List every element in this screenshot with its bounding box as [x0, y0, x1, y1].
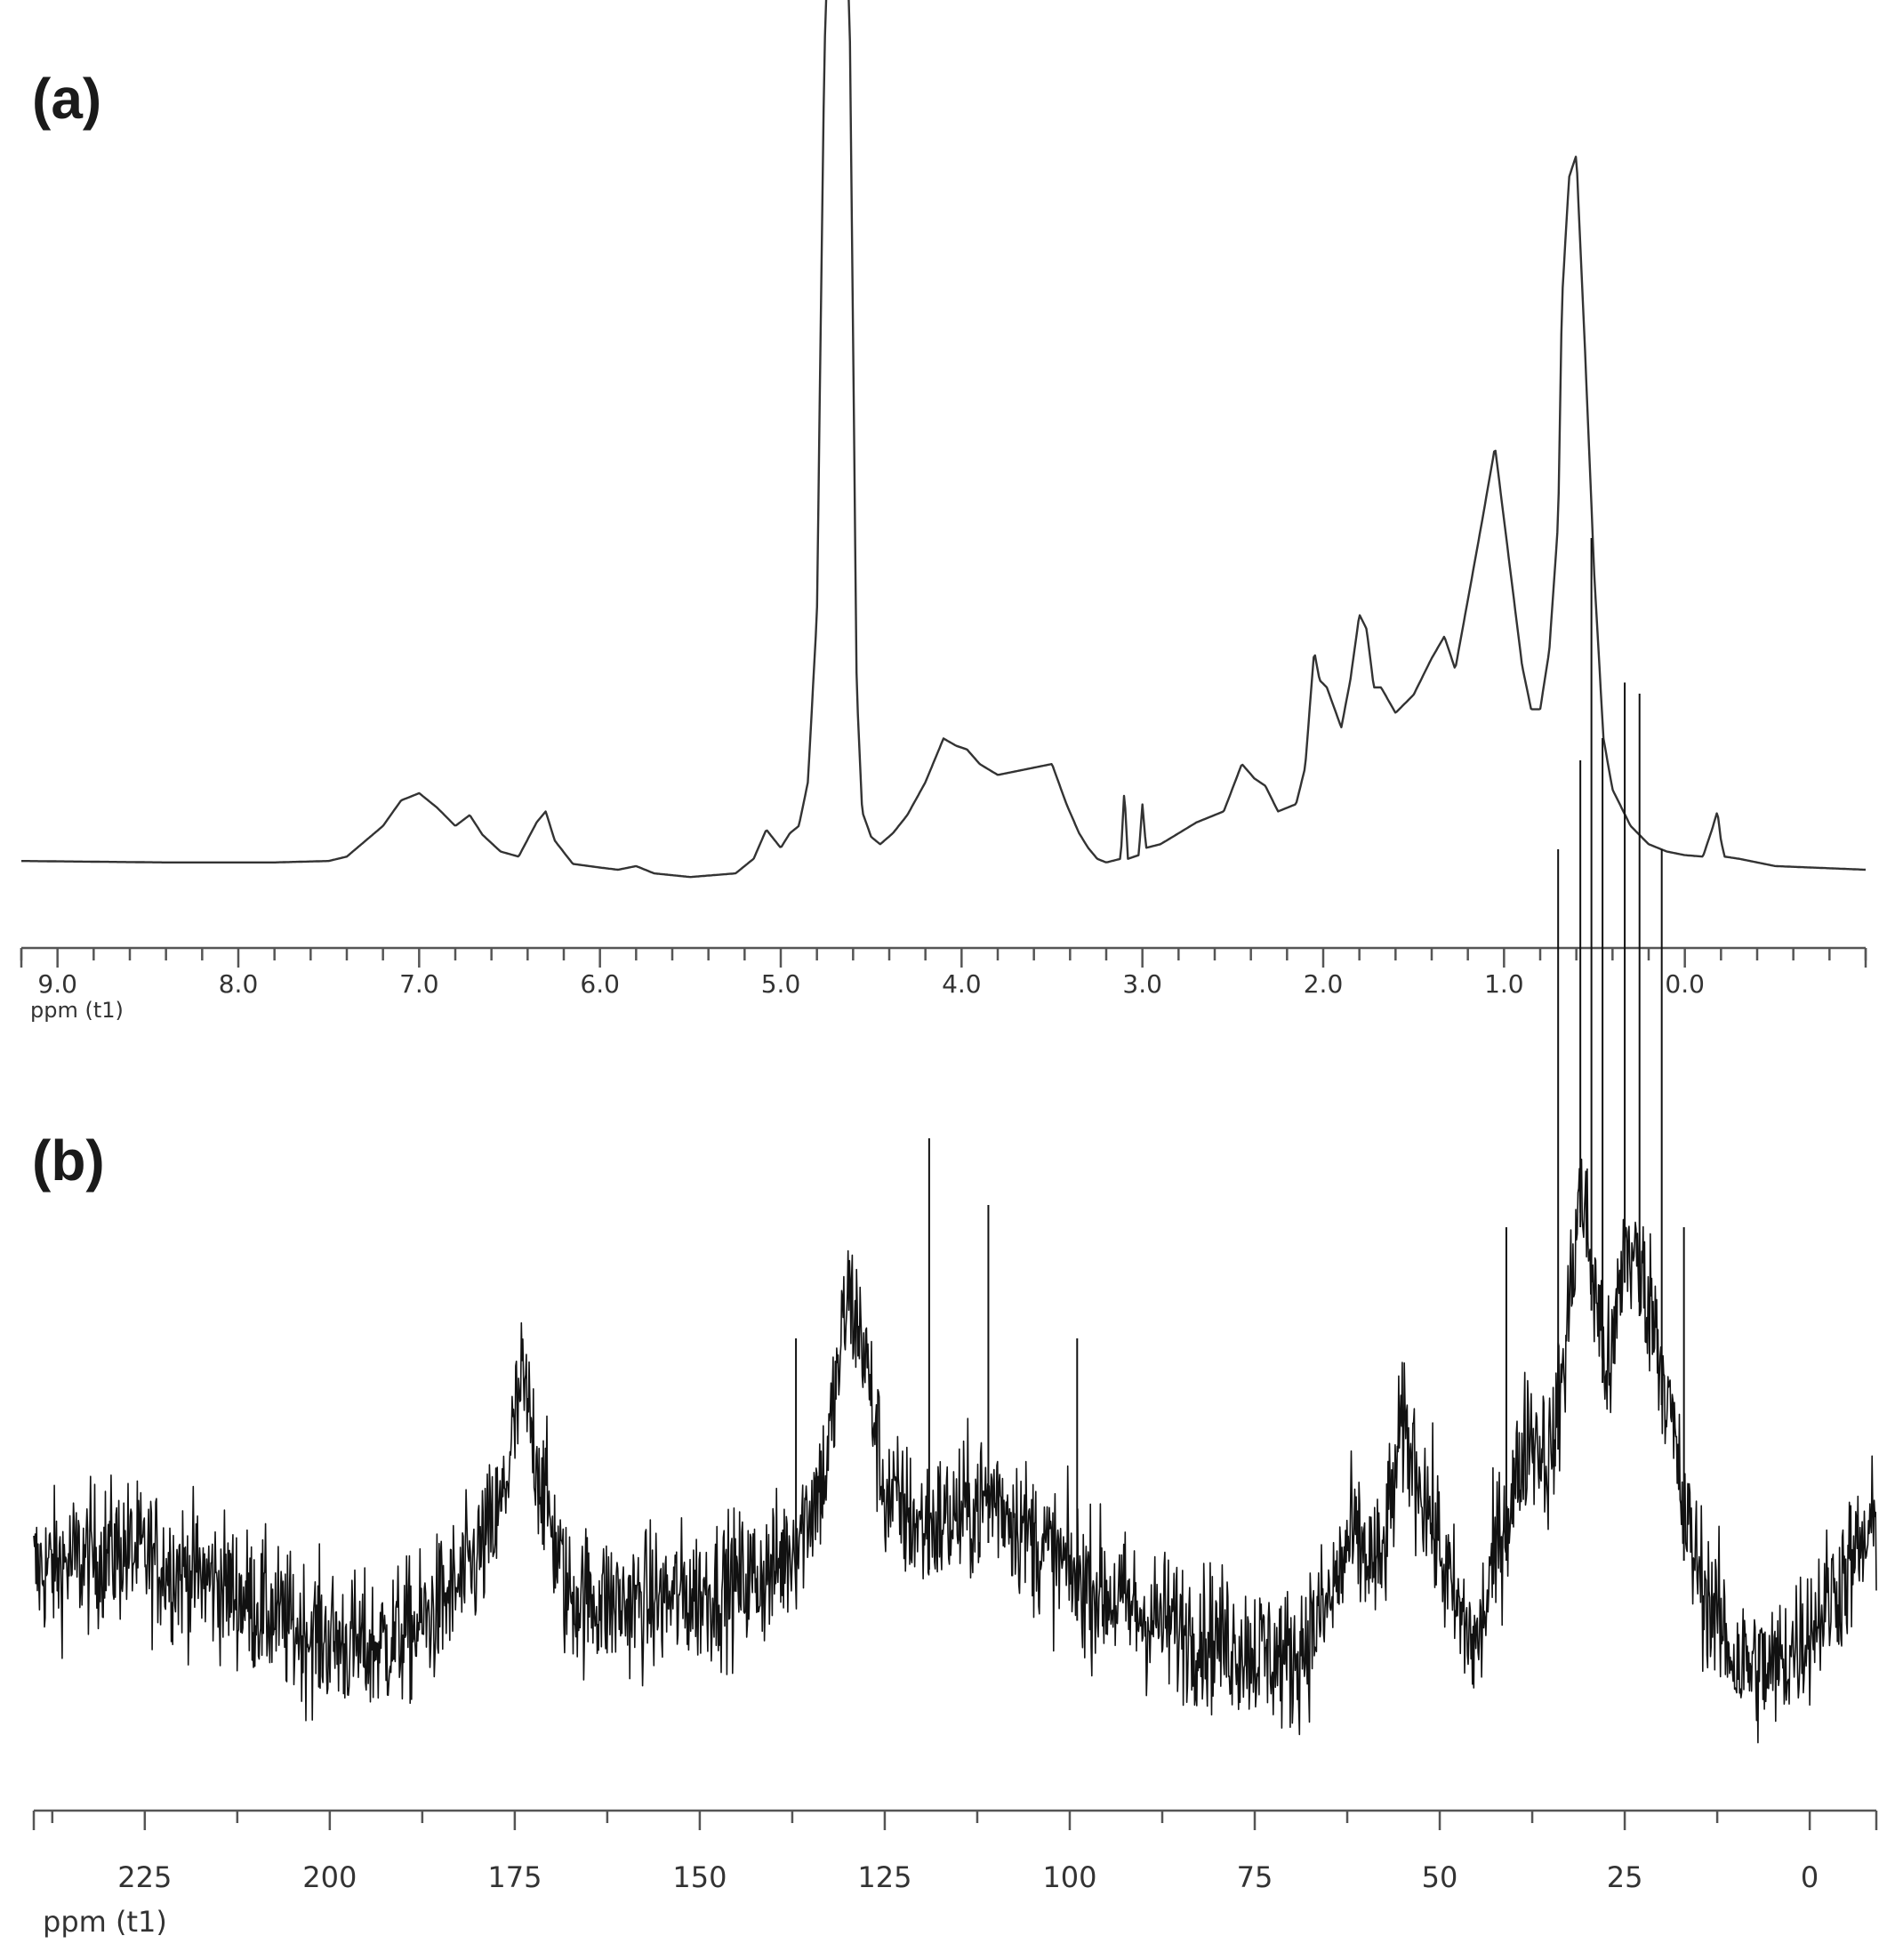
spectrum-a-x-axis: 9.0 8.0 7.0 6.0 5.0 4.0 3.0 2.0 1.0 0.0 ppm (t1) — [20, 946, 1867, 1023]
spectrum-b-tick-label: 125 — [857, 1860, 911, 1894]
spectrum-a-tick-label: 8.0 — [219, 969, 259, 999]
spectrum-b-tick-label: 0 — [1801, 1860, 1819, 1894]
spectrum-b-tick-label: 100 — [1042, 1860, 1096, 1894]
spectrum-b-tick-label: 175 — [487, 1860, 542, 1894]
spectrum-b-tick-label: 50 — [1422, 1860, 1458, 1894]
spectrum-b-trace-group — [33, 538, 1877, 1744]
spectrum-a-tick-label: 4.0 — [942, 969, 982, 999]
spectrum-b-tick-label: 200 — [302, 1860, 357, 1894]
spectrum-b-trace — [33, 1158, 1877, 1744]
spectrum-b-tick-label: 225 — [117, 1860, 172, 1894]
spectrum-a-trace — [21, 0, 1867, 879]
panel-a-label: (a) — [32, 67, 102, 131]
spectrum-b-tick-label: 150 — [672, 1860, 727, 1894]
spectrum-b-tick-label: 25 — [1607, 1860, 1643, 1894]
spectrum-a-tick-label: 3.0 — [1122, 969, 1162, 999]
spectrum-a-chart: 9.0 8.0 7.0 6.0 5.0 4.0 3.0 2.0 1.0 0.0 ppm (t1) — [20, 0, 1867, 1023]
spectrum-a-axis-unit-label: ppm (t1) — [30, 998, 124, 1023]
spectrum-a-tick-label: 0.0 — [1665, 969, 1705, 999]
spectrum-a-trace-group — [21, 0, 1867, 879]
spectrum-a-tick-label: 1.0 — [1484, 969, 1524, 999]
spectrum-a-tick-label: 6.0 — [580, 969, 620, 999]
spectrum-a-tick-label: 7.0 — [399, 969, 439, 999]
panel-b-label: (b) — [32, 1129, 105, 1193]
spectrum-b-tick-label: 75 — [1237, 1860, 1273, 1894]
spectrum-a-tick-label: 5.0 — [761, 969, 801, 999]
spectrum-b-axis-unit-label: ppm (t1) — [43, 1905, 167, 1939]
spectrum-a-tick-label: 9.0 — [37, 969, 77, 999]
spectrum-b-x-axis: 225 200 175 150 125 100 75 50 25 0 ppm (t1) — [32, 1809, 1878, 1939]
spectrum-a-tick-label: 2.0 — [1304, 969, 1344, 999]
